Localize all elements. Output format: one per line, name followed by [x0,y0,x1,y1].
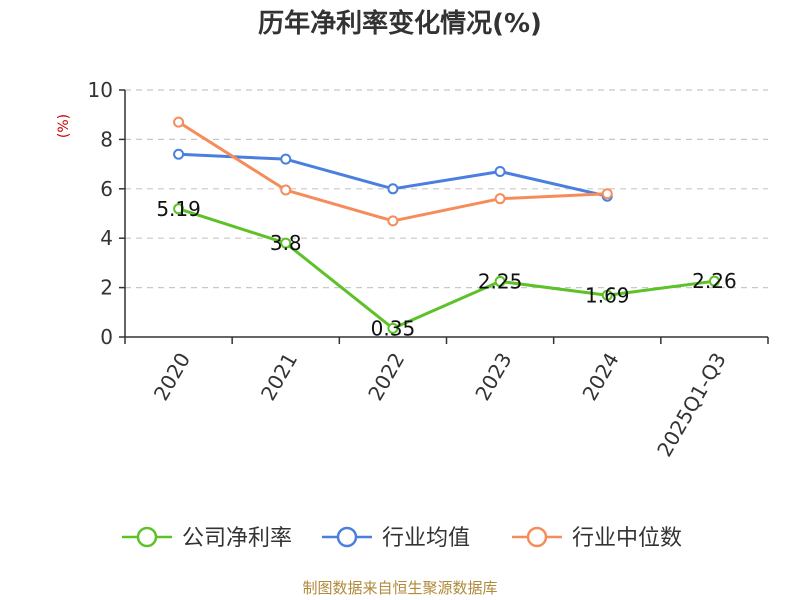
series-2 [173,116,613,227]
data-point [708,275,720,287]
data-point [494,166,506,178]
series-1 [173,148,613,202]
series-line [178,207,715,330]
data-label: 3.8 [270,231,302,255]
data-point [280,153,292,165]
series-0 [173,203,720,334]
data-point [173,148,185,160]
y-tick-label: 0 [100,325,113,349]
legend-label: 行业均值 [382,526,470,551]
data-point [280,184,292,196]
data-labels: 5.19 3.8 0.35 2.25 1.69 2.26 [156,197,736,341]
data-point [387,215,399,227]
series-line [177,120,608,223]
data-label: 2.25 [478,269,523,293]
x-tick-label: 2022 [363,349,409,405]
legend: 公司净利率 行业均值 行业中位数 [122,526,682,551]
gridlines [125,89,768,289]
data-point [601,188,613,200]
x-tick-label: 2020 [149,349,195,405]
data-point [280,237,292,249]
data-point [601,289,613,301]
legend-marker [526,526,548,548]
y-tick-label: 6 [100,177,113,201]
axes: 0 2 4 6 8 10 2020 2021 2022 2023 2024 2025Q1-Q3 [88,78,769,461]
legend-item[interactable]: 行业均值 [322,526,470,551]
chart-title: 历年净利率变化情况(%) [258,8,542,39]
data-label: 1.69 [585,283,630,307]
legend-item[interactable]: 行业中位数 [512,526,682,551]
y-tick-label: 10 [88,78,113,102]
x-tick-label: 2023 [470,349,516,405]
data-point [173,203,185,215]
data-point [494,193,506,205]
data-point [494,275,506,287]
x-tick-label: 2024 [577,349,623,405]
y-axis-unit: (%) [56,114,72,138]
legend-marker [136,526,158,548]
y-tick-label: 4 [100,226,113,250]
data-label: 0.35 [371,316,416,340]
data-label: 2.26 [692,269,737,293]
source-note: 制图数据来自恒生聚源数据库 [302,579,497,597]
data-point [173,116,185,128]
legend-label: 行业中位数 [572,526,682,551]
x-tick-label: 2025Q1-Q3 [652,349,731,461]
data-point [387,183,399,195]
y-tick-label: 2 [100,276,113,300]
series-lines [173,116,720,334]
x-tick-label: 2021 [256,349,302,405]
legend-item[interactable]: 公司净利率 [122,526,292,551]
legend-marker [336,526,358,548]
data-label: 5.19 [156,197,201,221]
data-point [387,322,399,334]
y-tick-label: 8 [100,127,113,151]
legend-label: 公司净利率 [182,526,292,551]
